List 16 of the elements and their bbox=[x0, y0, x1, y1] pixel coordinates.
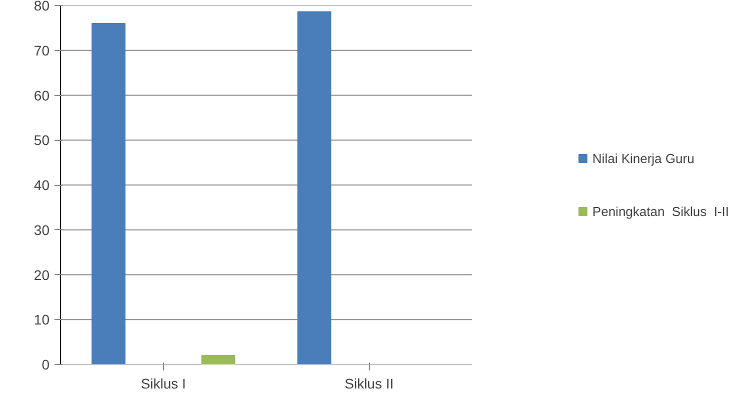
bar bbox=[92, 22, 126, 364]
legend-label: Nilai Kinerja Guru bbox=[592, 150, 694, 166]
x-tick-label: Siklus II bbox=[344, 376, 394, 392]
y-tick-label: 0 bbox=[42, 356, 50, 372]
y-tick-label: 50 bbox=[34, 132, 50, 148]
y-tick-label: 10 bbox=[34, 312, 50, 328]
y-tick-label: 40 bbox=[34, 177, 50, 193]
y-tick-label: 70 bbox=[34, 42, 50, 58]
bar bbox=[297, 11, 332, 364]
bar bbox=[201, 355, 236, 364]
y-tick-label: 30 bbox=[34, 222, 50, 238]
y-tick-label: 20 bbox=[34, 266, 50, 283]
y-tick-label: 60 bbox=[34, 87, 50, 104]
x-tick-label: Siklus I bbox=[140, 376, 186, 392]
legend-label: Peningkatan Siklus I-II bbox=[592, 204, 729, 218]
y-tick-label: 80 bbox=[34, 0, 50, 14]
